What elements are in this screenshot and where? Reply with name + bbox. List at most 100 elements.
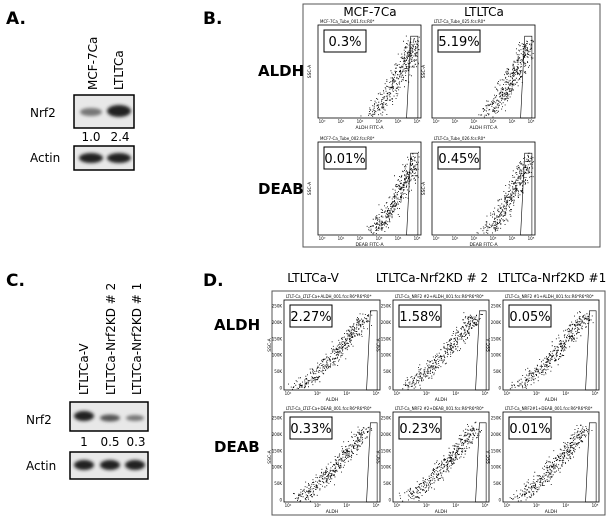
panel-label: A.	[6, 9, 26, 29]
x-tick-label: 10¹	[452, 236, 459, 241]
gate	[406, 152, 419, 236]
lane-label: LTLTCa	[112, 50, 126, 90]
plot-file-name: LTLT-Ca_NRF2#1+DEAB_001.fcs:R6*R6*R0*	[505, 406, 592, 411]
x-tick-label: 10⁵	[528, 119, 535, 124]
scatter-dots	[509, 424, 593, 502]
y-tick-label: 0	[388, 498, 391, 503]
x-axis-label: ALDH	[435, 509, 447, 515]
y-tick-label: 0	[279, 498, 282, 503]
x-tick-label: 10²	[357, 119, 364, 124]
scatter-dots	[478, 39, 534, 118]
x-tick-label: 10⁴	[395, 236, 402, 241]
scatter-dots	[509, 311, 594, 390]
scatter-dots	[402, 312, 483, 390]
percent-value: 5.19%	[438, 35, 479, 50]
plot-file-name: LTLT-Ca_LTLT-Ca+DEAB_001.fcs:R6*R6*R0*	[286, 406, 371, 411]
x-tick-label: 10³	[490, 236, 497, 241]
x-tick-label: 10²	[504, 503, 511, 508]
percent-value: 0.3%	[328, 35, 361, 50]
band	[79, 153, 103, 163]
gate	[475, 422, 487, 503]
y-axis-label: SSC-A	[307, 181, 313, 195]
y-tick-label: 0	[388, 386, 391, 391]
plot-file-name: MCF-7Ca_Tube_001.fcs:R0*	[320, 19, 374, 24]
band	[100, 414, 120, 422]
x-tick-label: 10²	[285, 391, 292, 396]
x-tick-label: 10⁵	[373, 391, 380, 396]
y-tick-label: 150K	[491, 336, 502, 341]
x-axis-label: ALDH	[326, 509, 338, 515]
blot-name: Actin	[30, 151, 60, 165]
y-tick-label: 50K	[383, 369, 391, 374]
scatter-dots	[398, 421, 482, 502]
column-header: LTLTCa-V	[287, 271, 339, 285]
y-tick-label: 200K	[381, 432, 392, 437]
row-label: DEAB	[214, 438, 260, 456]
x-tick-label: 10⁴	[509, 119, 516, 124]
x-tick-label: 10⁴	[452, 391, 459, 396]
x-tick-label: 10³	[423, 503, 430, 508]
y-axis-label: SSC-A	[376, 449, 382, 463]
y-tick-label: 250K	[491, 304, 502, 309]
y-tick-label: 250K	[491, 416, 502, 421]
gate	[585, 310, 597, 391]
lane-label: LTLTCa-Nrf2KD # 1	[130, 283, 144, 395]
gate	[406, 35, 419, 119]
plot-file-name: LTLT-Ca_Tube_025.fcs:R0*	[434, 19, 485, 24]
panel-frame	[302, 3, 601, 248]
x-tick-label: 10⁵	[592, 391, 599, 396]
plot-file-name: LTLT-Ca_LTLT-Ca+ALDH_001.fcs:R6*R6*R0*	[286, 294, 371, 299]
quantification: 0.5	[100, 435, 119, 449]
x-tick-label: 10⁰	[433, 119, 440, 124]
x-tick-label: 10⁰	[319, 236, 326, 241]
band	[74, 460, 94, 470]
percent-box	[508, 304, 552, 328]
row-label: ALDH	[258, 62, 304, 80]
panel-label: D.	[203, 271, 224, 291]
y-axis-label: SSC-A	[376, 337, 382, 351]
column-header: LTLTCa	[464, 5, 504, 19]
x-axis-label: ALDH	[435, 397, 447, 403]
y-tick-label: 200K	[381, 320, 392, 325]
percent-value: 2.27%	[290, 310, 331, 325]
y-tick-label: 0	[498, 498, 501, 503]
y-tick-label: 100K	[491, 465, 502, 470]
percent-box	[323, 146, 367, 170]
x-tick-label: 10¹	[452, 119, 459, 124]
lane-label: LTLTCa-Nrf2KD # 2	[104, 283, 118, 395]
y-tick-label: 150K	[491, 448, 502, 453]
y-axis-label: SSC-A	[421, 64, 427, 78]
percent-value: 0.01%	[324, 152, 365, 167]
y-tick-label: 100K	[272, 465, 283, 470]
x-tick-label: 10⁵	[592, 503, 599, 508]
percent-value: 0.23%	[399, 422, 440, 437]
quantification: 2.4	[110, 130, 129, 144]
column-header: LTLTCa-Nrf2KD # 2	[376, 271, 488, 285]
y-tick-label: 0	[498, 386, 501, 391]
x-tick-label: 10⁴	[562, 503, 569, 508]
band	[107, 105, 131, 117]
column-header: LTLTCa-Nrf2KD #1	[498, 271, 606, 285]
x-tick-label: 10²	[357, 236, 364, 241]
quantification: 0.3	[126, 435, 145, 449]
x-tick-label: 10²	[471, 119, 478, 124]
percent-box	[437, 146, 481, 170]
quantification: 1	[80, 435, 88, 449]
band	[100, 460, 120, 470]
percent-value: 1.58%	[399, 310, 440, 325]
y-tick-label: 150K	[272, 448, 283, 453]
x-tick-label: 10²	[394, 391, 401, 396]
column-header: MCF-7Ca	[343, 5, 396, 19]
scatter-dots	[360, 35, 420, 117]
y-tick-label: 250K	[381, 416, 392, 421]
gate	[366, 310, 378, 391]
percent-box	[289, 304, 333, 328]
percent-value: 0.01%	[509, 422, 550, 437]
x-tick-label: 10³	[423, 391, 430, 396]
y-tick-label: 100K	[272, 353, 283, 358]
x-tick-label: 10⁰	[319, 119, 326, 124]
x-tick-label: 10⁴	[343, 503, 350, 508]
x-axis-label: ALDH	[326, 397, 338, 403]
y-tick-label: 150K	[381, 448, 392, 453]
